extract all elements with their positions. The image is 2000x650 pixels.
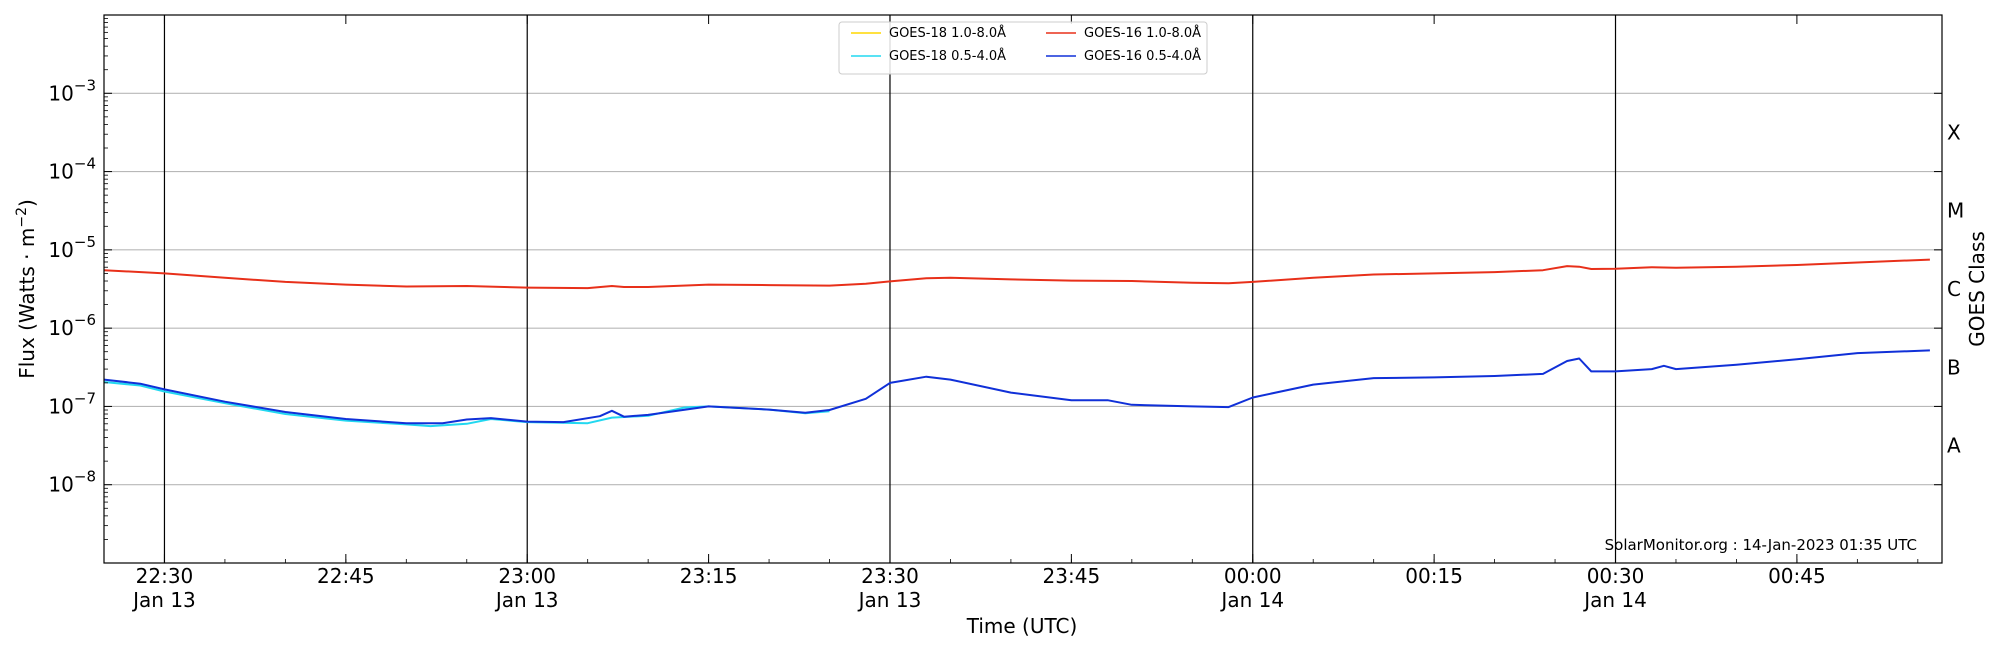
x-tick-date: Jan 13 [857, 588, 922, 612]
x-tick-label: 22:45 [317, 564, 375, 588]
y-tick-label: 10−3 [48, 76, 96, 105]
x-tick-label: 00:30 [1587, 564, 1645, 588]
legend-entry: GOES-18 1.0-8.0Å [889, 25, 1006, 41]
y-tick-exponent: −8 [74, 468, 96, 486]
goes-class-label: M [1947, 199, 1964, 223]
x-tick-label: 23:45 [1043, 564, 1101, 588]
y-tick-label: 10−8 [48, 468, 96, 497]
x-tick-date: Jan 14 [1582, 588, 1647, 612]
day-vertical-lines [163, 15, 1617, 563]
y-tick-label: 10−7 [48, 389, 96, 418]
y-tick-exponent: −6 [74, 311, 96, 329]
y-tick-base: 10 [48, 81, 73, 105]
legend-entry: GOES-18 0.5-4.0Å [889, 48, 1006, 64]
x-tick-label: 00:00 [1224, 564, 1282, 588]
series-lines [103, 258, 1930, 428]
x-tick-label: 23:15 [680, 564, 738, 588]
goes-class-label: X [1947, 120, 1961, 144]
y-axis-ticks: 10−810−710−610−510−410−3 [48, 18, 1942, 540]
goes-class-axis-label: GOES Class [1965, 231, 1989, 347]
y-tick-label: 10−5 [48, 233, 96, 262]
x-tick-label: 23:00 [498, 564, 556, 588]
plot-frame [103, 14, 1943, 564]
x-tick-label: 00:45 [1768, 564, 1826, 588]
x-tick-label: 22:30 [136, 564, 194, 588]
x-axis-label: Time (UTC) [966, 614, 1078, 638]
goes-class-labels: A B C M X [1947, 120, 1964, 457]
goes-class-label: A [1947, 434, 1961, 458]
y-tick-base: 10 [48, 394, 73, 418]
goes-class-label: C [1947, 277, 1961, 301]
goes-class-label: B [1947, 355, 1961, 379]
legend: GOES-18 1.0-8.0Å GOES-18 0.5-4.0Å GOES-16 … [838, 21, 1208, 75]
legend-entry: GOES-16 1.0-8.0Å [1084, 25, 1201, 41]
y-tick-base: 10 [48, 238, 73, 262]
x-tick-date: Jan 13 [131, 588, 196, 612]
legend-box [838, 21, 1208, 75]
y-tick-label: 10−6 [48, 311, 96, 340]
x-tick-label: 00:15 [1405, 564, 1463, 588]
y-tick-exponent: −3 [74, 76, 96, 94]
series-line-3 [103, 349, 1930, 425]
series-line-2 [103, 258, 1930, 290]
x-tick-date: Jan 14 [1219, 588, 1284, 612]
y-tick-label: 10−4 [48, 155, 96, 184]
y-tick-exponent: −4 [74, 155, 96, 173]
legend-entry: GOES-16 0.5-4.0Å [1084, 48, 1201, 64]
y-axis-label: Flux (Watts · m−2) [14, 199, 39, 379]
grid [104, 92, 1942, 486]
y-tick-base: 10 [48, 473, 73, 497]
x-tick-date: Jan 13 [494, 588, 559, 612]
y-tick-exponent: −5 [74, 233, 96, 251]
y-tick-base: 10 [48, 160, 73, 184]
x-tick-label: 23:30 [861, 564, 919, 588]
y-tick-base: 10 [48, 316, 73, 340]
credit-text: SolarMonitor.org : 14-Jan-2023 01:35 UTC [1605, 536, 1917, 554]
y-tick-exponent: −7 [74, 389, 96, 407]
